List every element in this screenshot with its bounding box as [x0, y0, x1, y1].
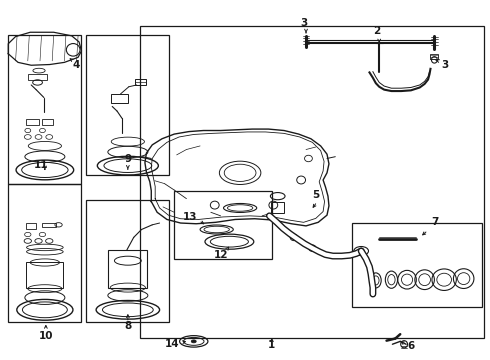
- Text: 3: 3: [300, 18, 307, 28]
- Bar: [174, 191, 272, 259]
- Text: 11: 11: [34, 160, 48, 170]
- Bar: [431, 54, 438, 59]
- Bar: [111, 94, 128, 103]
- Text: 4: 4: [73, 59, 80, 69]
- Text: 9: 9: [124, 154, 131, 164]
- Text: 6: 6: [407, 341, 415, 351]
- Text: 1: 1: [268, 340, 275, 350]
- Text: 13: 13: [183, 212, 197, 222]
- Bar: [28, 74, 48, 80]
- Bar: [26, 119, 39, 126]
- Bar: [86, 35, 170, 175]
- Bar: [352, 223, 482, 307]
- Text: 2: 2: [373, 26, 380, 36]
- Bar: [8, 35, 81, 184]
- Bar: [140, 26, 484, 338]
- Text: 8: 8: [124, 321, 131, 331]
- Bar: [108, 250, 147, 288]
- Bar: [43, 223, 56, 227]
- Bar: [135, 79, 146, 85]
- Text: 3: 3: [441, 59, 449, 69]
- Text: 14: 14: [165, 339, 179, 349]
- Text: 7: 7: [432, 217, 439, 227]
- Text: 12: 12: [213, 249, 228, 260]
- Bar: [43, 119, 53, 126]
- Text: 5: 5: [312, 190, 319, 201]
- Bar: [26, 223, 36, 229]
- Ellipse shape: [191, 340, 196, 343]
- Bar: [26, 262, 63, 288]
- Bar: [271, 202, 284, 213]
- Bar: [86, 200, 170, 321]
- Text: 10: 10: [39, 331, 53, 341]
- Bar: [8, 184, 81, 321]
